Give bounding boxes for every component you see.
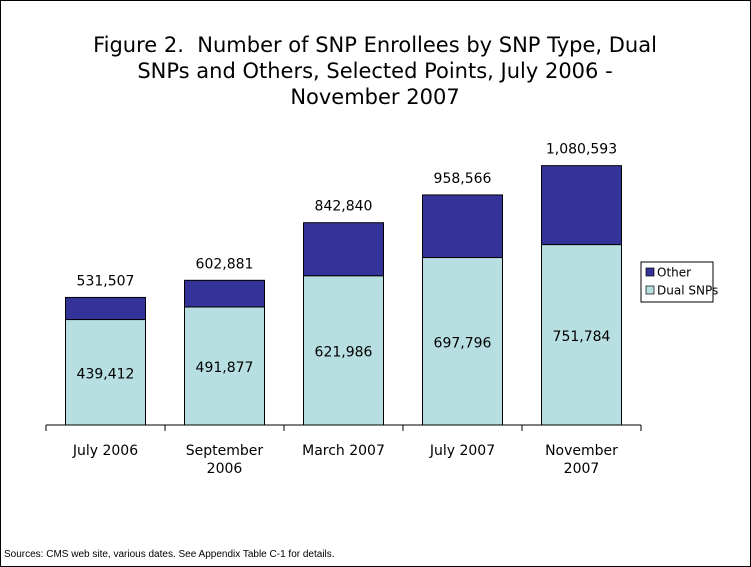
data-label: 621,986 [315,344,373,360]
data-label: 697,796 [434,335,492,351]
data-label: 491,877 [196,360,254,376]
legend-label: Other [657,266,691,280]
bar-segment [303,275,384,426]
bar-segment [65,319,146,426]
data-label: 439,412 [77,366,135,382]
total-label: 1,080,593 [546,142,617,158]
x-tick-label: November 2007 [545,443,618,477]
bar-segment [541,165,622,246]
total-label: 602,881 [196,256,254,272]
legend: Other Dual SNPs [640,261,718,303]
bar-segment [65,296,146,321]
x-tick-label: July 2007 [429,443,496,459]
bar-segment [184,279,265,308]
bar-segment [541,244,622,426]
bar-segment [422,194,503,259]
legend-swatch [645,267,655,277]
x-tick-label: March 2007 [302,443,385,459]
total-label: 958,566 [434,171,492,187]
x-tick-label: September 2006 [185,443,264,477]
data-label: 751,784 [553,329,611,345]
chart-title: Figure 2. Number of SNP Enrollees by SNP… [93,33,664,109]
legend-label: Dual SNPs [657,284,718,298]
legend-swatch [645,285,655,295]
source-note: Sources: CMS web site, various dates. Se… [4,549,335,560]
bar-segment [303,222,384,277]
bar-segment [422,257,503,426]
x-tick-label: July 2006 [72,443,139,459]
total-label: 842,840 [315,199,373,215]
total-label: 531,507 [77,273,135,289]
